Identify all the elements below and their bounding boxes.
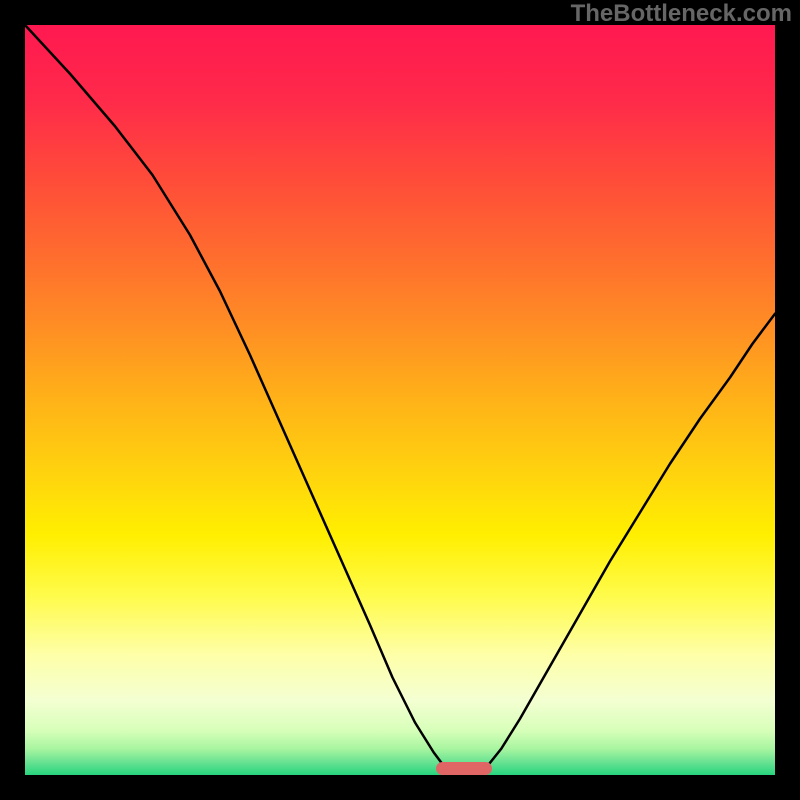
chart-svg xyxy=(0,0,800,800)
plot-bg xyxy=(25,25,775,775)
chart-stage xyxy=(0,0,800,800)
bottleneck-marker xyxy=(436,762,492,776)
watermark-text: TheBottleneck.com xyxy=(571,0,792,28)
